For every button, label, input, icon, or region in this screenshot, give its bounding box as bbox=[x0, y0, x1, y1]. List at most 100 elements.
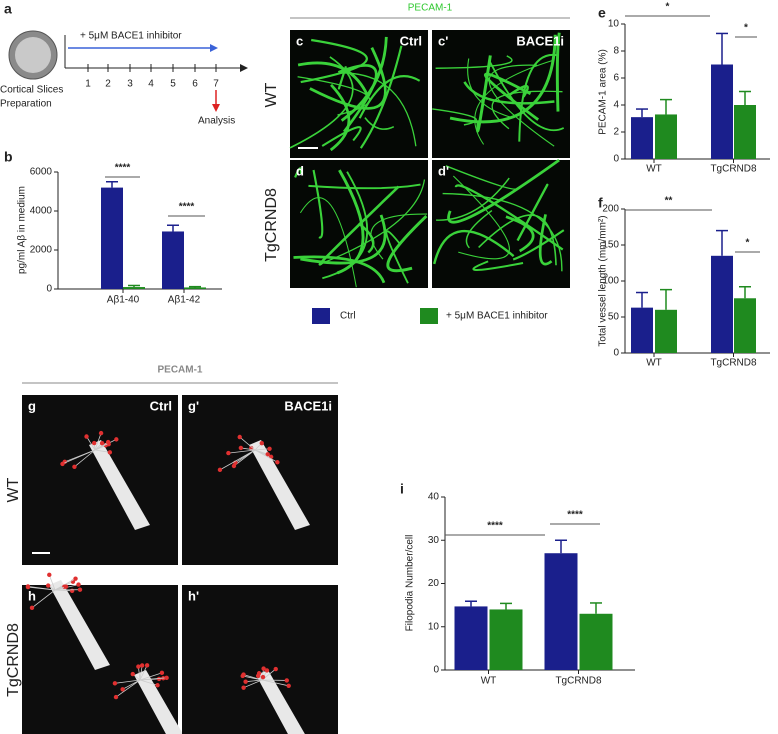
vessel bbox=[555, 32, 561, 112]
bar bbox=[123, 287, 145, 289]
micrograph bbox=[182, 585, 338, 734]
significance-label: **** bbox=[567, 510, 583, 521]
row-label: WT bbox=[263, 82, 280, 107]
panel-letter: g bbox=[28, 398, 36, 413]
filopodium bbox=[219, 449, 256, 471]
y-tick-label: 2 bbox=[613, 127, 619, 138]
filopodium-tip bbox=[69, 588, 75, 594]
filopodium bbox=[254, 449, 278, 463]
filopodium-tip bbox=[237, 434, 242, 440]
filopodium-tip bbox=[77, 587, 83, 592]
significance-label: ** bbox=[665, 196, 673, 207]
vessel bbox=[476, 55, 492, 133]
bar bbox=[162, 231, 184, 289]
y-tick-label: 0 bbox=[613, 154, 619, 165]
filopodium-tip bbox=[76, 582, 81, 587]
filopodium-tip bbox=[91, 440, 97, 446]
filopodium bbox=[62, 449, 96, 465]
filopodium bbox=[74, 449, 96, 468]
day-label: 1 bbox=[85, 79, 91, 90]
filopodium-tip bbox=[284, 678, 289, 683]
filopodium-tip bbox=[275, 460, 280, 465]
vessel bbox=[312, 169, 324, 239]
filopodium bbox=[245, 679, 263, 683]
y-tick-label: 4000 bbox=[30, 206, 53, 217]
bar bbox=[489, 609, 523, 670]
panel-label: a bbox=[4, 1, 12, 17]
vessel bbox=[309, 47, 387, 110]
filopodium bbox=[243, 674, 263, 681]
y-tick-label: 0 bbox=[433, 665, 439, 676]
vessel bbox=[337, 64, 378, 133]
filopodium bbox=[139, 665, 148, 681]
panel-letter: c' bbox=[438, 33, 448, 48]
cell bbox=[249, 440, 310, 530]
panel-letter: c bbox=[296, 33, 303, 48]
x-tick-label: Aβ1-40 bbox=[107, 295, 140, 306]
bar bbox=[631, 307, 653, 353]
filopodium-tip bbox=[63, 584, 69, 589]
filopodium-tip bbox=[267, 446, 272, 451]
micrograph bbox=[432, 30, 570, 158]
significance-label: **** bbox=[115, 163, 131, 174]
panel-label: i bbox=[400, 481, 404, 497]
panel-letter: d bbox=[296, 163, 304, 178]
y-tick-label: 150 bbox=[602, 240, 619, 251]
bar bbox=[655, 114, 677, 159]
filopodium-tip bbox=[60, 461, 65, 467]
condition-label: BACE1i bbox=[284, 398, 332, 413]
panel-label: f bbox=[598, 195, 603, 211]
x-tick-label: WT bbox=[646, 358, 662, 369]
vessel bbox=[385, 230, 409, 284]
row-label: TgCRND8 bbox=[5, 623, 22, 697]
legend-swatch bbox=[420, 308, 438, 324]
significance-label: **** bbox=[487, 521, 503, 532]
filopodium bbox=[94, 449, 110, 453]
y-tick-label: 40 bbox=[428, 492, 440, 503]
vessel bbox=[336, 169, 365, 275]
filopodium-tip bbox=[45, 583, 51, 588]
filopodium-tip bbox=[112, 681, 118, 686]
vessel bbox=[442, 192, 563, 272]
vessel bbox=[452, 175, 510, 260]
vessel bbox=[294, 167, 303, 178]
filopodium-tip bbox=[84, 434, 89, 439]
vessel bbox=[436, 177, 510, 221]
vessel bbox=[364, 117, 395, 130]
filopodium bbox=[114, 679, 141, 684]
vessel bbox=[318, 185, 400, 266]
filopodium bbox=[139, 679, 158, 686]
y-tick-label: 4 bbox=[613, 100, 619, 111]
filopodium-tip bbox=[155, 683, 160, 688]
vessel bbox=[489, 61, 565, 132]
filopodium bbox=[139, 672, 163, 681]
day-label: 4 bbox=[148, 79, 154, 90]
bar bbox=[579, 613, 613, 670]
filopodium-tip bbox=[98, 430, 104, 436]
y-tick-label: 10 bbox=[608, 19, 620, 30]
filopodium-tip bbox=[241, 672, 246, 677]
heading: PECAM-1 bbox=[408, 3, 453, 14]
bar bbox=[101, 187, 123, 289]
filopodium bbox=[48, 574, 56, 591]
filopodium bbox=[239, 436, 256, 451]
bar bbox=[184, 287, 206, 289]
x-tick-label: WT bbox=[646, 164, 662, 175]
filopodium bbox=[94, 441, 109, 451]
cell bbox=[134, 670, 183, 734]
filopodium bbox=[54, 578, 76, 591]
filopodium-tip bbox=[99, 440, 105, 446]
panel-letter: d' bbox=[438, 163, 449, 178]
y-axis-label: pg/ml Aβ in medium bbox=[17, 186, 28, 274]
condition-label: Ctrl bbox=[400, 33, 422, 48]
row-label: WT bbox=[5, 477, 22, 502]
vessel bbox=[359, 45, 403, 149]
filopodium bbox=[261, 679, 289, 687]
legend-label: Ctrl bbox=[340, 311, 356, 322]
bar bbox=[631, 117, 653, 159]
row-label: TgCRND8 bbox=[263, 188, 280, 262]
filopodium bbox=[139, 665, 143, 681]
panel-letter: h' bbox=[188, 588, 199, 603]
y-axis-label: Total vessel length (mm/mm²) bbox=[598, 215, 609, 346]
bar bbox=[711, 64, 733, 159]
